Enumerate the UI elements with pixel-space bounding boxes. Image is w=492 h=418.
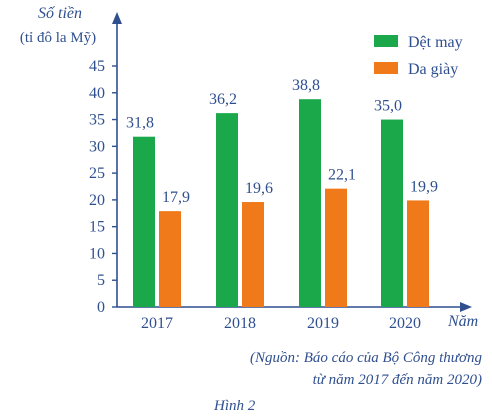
y-tick-label: 30 [89,138,105,155]
bar-da-giay-2018 [242,202,264,307]
data-label-da-giay-2020: 19,9 [410,178,438,195]
bar-da-giay-2017 [159,211,181,307]
data-label-da-giay-2019: 22,1 [328,167,356,184]
bar-chart: Số tiền (tỉ đô la Mỹ) Năm 0 5 10 15 20 25 30 35… [20,5,478,332]
legend-swatch-det-may [374,35,398,47]
data-label-det-may-2019: 38,8 [292,77,320,94]
bar-da-giay-2019 [325,188,347,307]
x-tick-label: 2019 [307,315,339,332]
y-tick-label: 35 [89,112,105,129]
data-label-det-may-2020: 35,0 [374,98,402,115]
bar-det-may-2018 [216,113,238,307]
bar-det-may-2020 [381,119,403,307]
x-tick-label: 2020 [389,315,421,332]
data-label-da-giay-2017: 17,9 [162,189,190,206]
y-tick-label: 25 [89,165,105,182]
source-line-2: từ năm 2017 đến năm 2020) [312,372,482,388]
y-tick-label: 5 [97,272,105,289]
legend: Dệt may Da giày [374,34,463,78]
legend-swatch-da-giay [374,62,398,74]
x-tick-label: 2017 [141,315,173,332]
bar-det-may-2019 [299,99,321,308]
y-tick-label: 20 [89,192,105,209]
data-label-da-giay-2018: 19,6 [245,180,273,197]
figure-label: Hình 2 [214,398,256,414]
bar-det-may-2017 [133,136,155,307]
x-axis-arrow [460,302,472,312]
legend-label-det-may: Dệt may [408,34,463,51]
y-axis-title-line2: (tỉ đô la Mỹ) [20,30,96,46]
data-label-det-may-2017: 31,8 [126,115,154,132]
y-tick-label: 0 [97,299,105,316]
y-tick-label: 15 [89,219,105,236]
y-axis-arrow [112,12,122,24]
source-line-1: (Nguồn: Báo cáo của Bộ Công thương [250,350,482,366]
data-label-det-may-2018: 36,2 [209,91,237,108]
y-tick-label: 10 [89,245,105,262]
y-axis-title-line1: Số tiền [38,5,82,22]
x-axis-title: Năm [447,313,478,330]
y-tick-label: 40 [89,85,105,102]
bar-da-giay-2020 [407,200,429,307]
source-note: (Nguồn: Báo cáo của Bộ Công thương từ nă… [102,347,482,391]
y-tick-label: 45 [89,58,105,75]
legend-label-da-giay: Da giày [408,61,458,78]
x-tick-label: 2018 [224,315,256,332]
